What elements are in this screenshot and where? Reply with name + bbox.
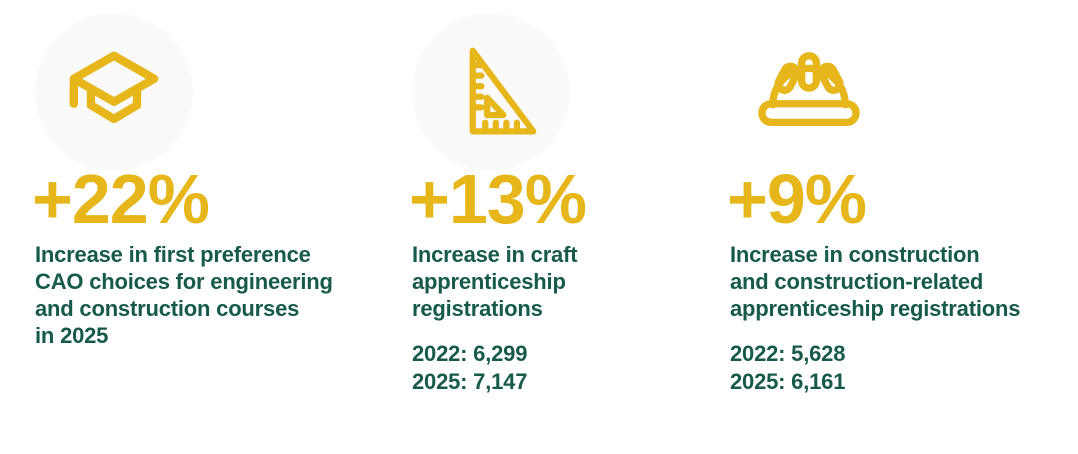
stat-card-cao-choices: +22% Increase in first preference CAO ch… bbox=[32, 0, 384, 396]
yearly-stats: 2022: 5,628 2025: 6,161 bbox=[730, 340, 1060, 396]
icon-circle bbox=[35, 13, 193, 171]
description-line: apprenticeship registrations bbox=[730, 296, 1021, 321]
percent-value: +13% bbox=[409, 160, 587, 238]
stat-line: 2022: 5,628 bbox=[730, 341, 846, 366]
description-line: Increase in construction bbox=[730, 242, 980, 267]
stat-description: Increase in first preference CAO choices… bbox=[35, 241, 384, 349]
percent-value: +9% bbox=[727, 160, 867, 238]
description-line: and construction courses bbox=[35, 296, 300, 321]
stat-line: 2025: 7,147 bbox=[412, 369, 528, 394]
stat-card-craft-apprenticeships: +13% Increase in craft apprenticeship re… bbox=[409, 0, 702, 396]
percent-value: +22% bbox=[32, 160, 210, 238]
description-line: Increase in craft bbox=[412, 242, 578, 267]
graduation-cap-icon bbox=[69, 51, 159, 124]
yearly-stats: 2022: 6,299 2025: 7,147 bbox=[412, 340, 702, 396]
stat-description: Increase in craft apprenticeship registr… bbox=[412, 241, 702, 322]
icon-circle bbox=[730, 13, 888, 171]
description-line: CAO choices for engineering bbox=[35, 269, 333, 294]
infographic: +22% Increase in first preference CAO ch… bbox=[32, 0, 1060, 396]
description-line: in 2025 bbox=[35, 323, 109, 348]
stat-line: 2022: 6,299 bbox=[412, 341, 528, 366]
hard-hat-icon bbox=[758, 52, 860, 127]
set-square-icon bbox=[469, 47, 537, 135]
description-line: registrations bbox=[412, 296, 543, 321]
stat-description: Increase in construction and constructio… bbox=[730, 241, 1060, 322]
stat-card-construction-apprenticeships: +9% Increase in construction and constru… bbox=[727, 0, 1060, 396]
stat-line: 2025: 6,161 bbox=[730, 369, 846, 394]
icon-circle bbox=[412, 13, 570, 171]
description-line: and construction-related bbox=[730, 269, 984, 294]
description-line: apprenticeship bbox=[412, 269, 566, 294]
description-line: Increase in first preference bbox=[35, 242, 311, 267]
